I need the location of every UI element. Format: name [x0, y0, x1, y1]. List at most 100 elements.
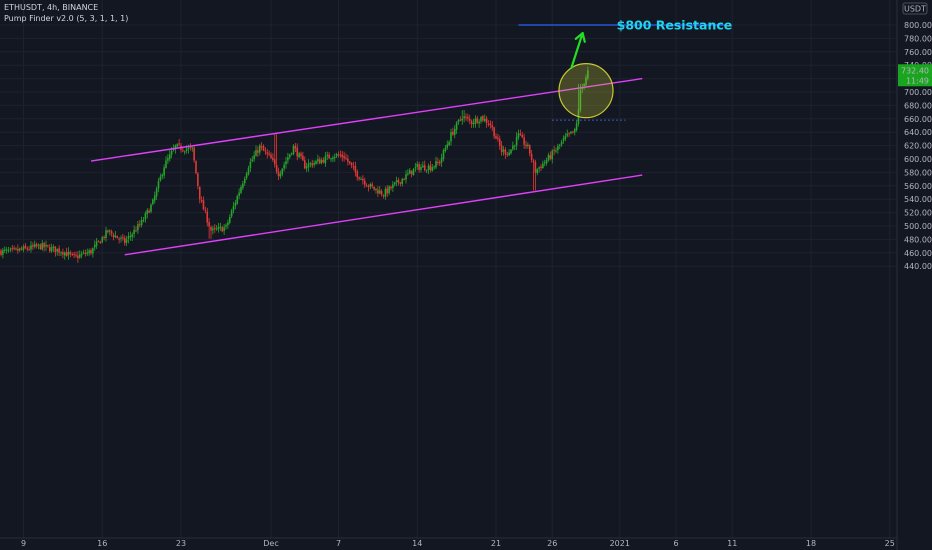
candle-body [69, 252, 72, 254]
candle-body [388, 186, 390, 193]
candle-body [253, 155, 255, 160]
candle-body [468, 119, 471, 121]
time-tick-label: 23 [176, 539, 186, 548]
candle-body [90, 250, 92, 254]
candle-body [510, 149, 512, 154]
candle-body [459, 119, 462, 121]
candle-body [133, 229, 135, 234]
candle-body [483, 119, 486, 121]
currency-badge-label: USDT [904, 5, 926, 14]
drawing-overlays: $800 Resistance [90, 18, 732, 256]
highlight-circle [558, 63, 614, 119]
time-tick-label: 6 [673, 539, 678, 548]
candle-body [82, 252, 85, 254]
candle-body [543, 162, 546, 164]
candle-body [118, 238, 120, 240]
candle-body [108, 230, 111, 232]
candle-body [187, 147, 190, 150]
candle-body [287, 157, 289, 161]
candle-body [178, 143, 180, 145]
candle-body [137, 224, 139, 231]
candle-body [313, 162, 315, 165]
candle-body [142, 220, 145, 222]
candle-body [221, 227, 224, 232]
candle-body [183, 151, 186, 153]
candle-body [362, 179, 364, 181]
candle-body [328, 154, 330, 159]
time-axis[interactable]: 9 16 23 Dec 7 14 21 26 2021 6 11 18 25 [0, 537, 897, 548]
price-tick-label: 800.00 [904, 21, 932, 30]
candle-body [247, 168, 250, 175]
candle-body [350, 162, 353, 166]
candle-body [236, 196, 239, 204]
time-tick-label: 14 [412, 539, 422, 548]
candle-body [131, 234, 134, 237]
candle-body [125, 239, 128, 243]
symbol-title: ETHUSDT, 4h, BINANCE [4, 3, 99, 12]
indicator-label: Pump Finder v2.0 (5, 3, 1, 1, 1) [4, 14, 129, 23]
candle-body [339, 154, 342, 156]
candle-body [238, 192, 240, 196]
candle-body [63, 252, 66, 256]
candle-body [478, 121, 480, 124]
candle-body [545, 160, 548, 164]
candle-body [43, 243, 45, 248]
candle-body [78, 254, 81, 258]
candle-body [116, 236, 119, 238]
candle-body [519, 133, 522, 135]
candle-body [358, 177, 360, 179]
price-axis[interactable]: 440.00 460.00 480.00 500.00 520.00 540.00 560.… [896, 0, 932, 550]
candle-body [230, 210, 233, 217]
price-tick-label: 620.00 [904, 142, 932, 151]
candle-body [335, 154, 338, 157]
candle-body [309, 163, 312, 165]
candle-body [568, 133, 570, 135]
price-tick-label: 460.00 [904, 249, 932, 258]
price-tick-label: 500.00 [904, 222, 932, 231]
candle-body [330, 158, 332, 160]
candle-body [165, 160, 167, 168]
candle-body [493, 127, 495, 137]
candle-body [148, 210, 150, 213]
candle-body [127, 236, 130, 239]
candle-body [585, 77, 587, 85]
channel-lower-line [124, 174, 643, 256]
candle-body [461, 118, 464, 121]
currency-badge[interactable] [902, 2, 928, 15]
arrow-shaft [570, 31, 584, 69]
candle-body [399, 182, 402, 184]
candle-body [423, 165, 426, 171]
candle-body [290, 153, 293, 155]
candle-body [13, 247, 15, 249]
candle-body [345, 157, 347, 159]
candle-body [189, 146, 192, 148]
candle-body [262, 146, 265, 151]
time-tick-label: 18 [806, 539, 816, 548]
candle-body [318, 159, 321, 164]
candle-body [251, 159, 254, 162]
candle-body [88, 250, 90, 254]
candle-body [206, 211, 209, 223]
candle-body [536, 169, 539, 173]
candle-body [579, 89, 582, 111]
candle-body [257, 150, 259, 153]
candle-body [410, 171, 413, 175]
candle-body [442, 150, 445, 159]
candle-body [455, 122, 458, 130]
candle-body [73, 253, 75, 255]
candle-body [382, 195, 385, 197]
candle-body [7, 250, 10, 252]
candle-body [195, 161, 197, 174]
candle-body [527, 144, 529, 146]
candle-body [60, 252, 62, 254]
candle-body [508, 152, 510, 156]
candle-body [555, 150, 557, 152]
candle-body [386, 188, 389, 194]
candle-body [243, 178, 246, 184]
candle-body [95, 241, 98, 246]
candle-body [322, 159, 325, 163]
candle-body [302, 155, 304, 161]
candle-body [525, 144, 527, 147]
candle-body [470, 120, 473, 124]
